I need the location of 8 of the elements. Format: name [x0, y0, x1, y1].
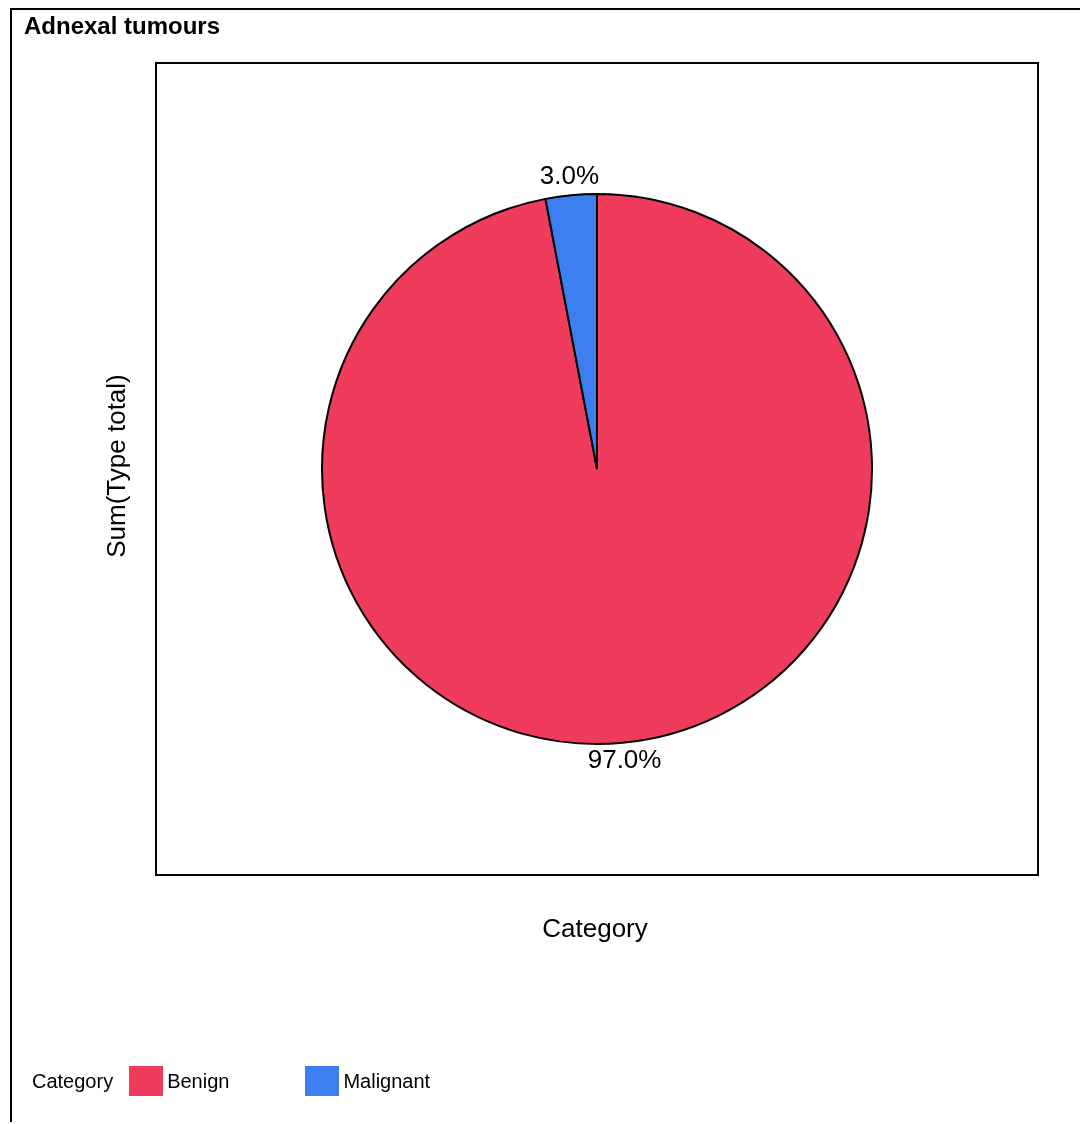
legend-label: Benign	[167, 1069, 230, 1093]
legend-title: Category	[32, 1069, 114, 1093]
data-label: 3.0%	[539, 160, 600, 191]
chart-title: Adnexal tumours	[24, 12, 221, 40]
data-label: 97.0%	[587, 743, 662, 774]
legend-label: Malignant	[343, 1069, 431, 1093]
text: Category	[542, 912, 648, 944]
text: Sum(Type total)	[100, 374, 132, 558]
